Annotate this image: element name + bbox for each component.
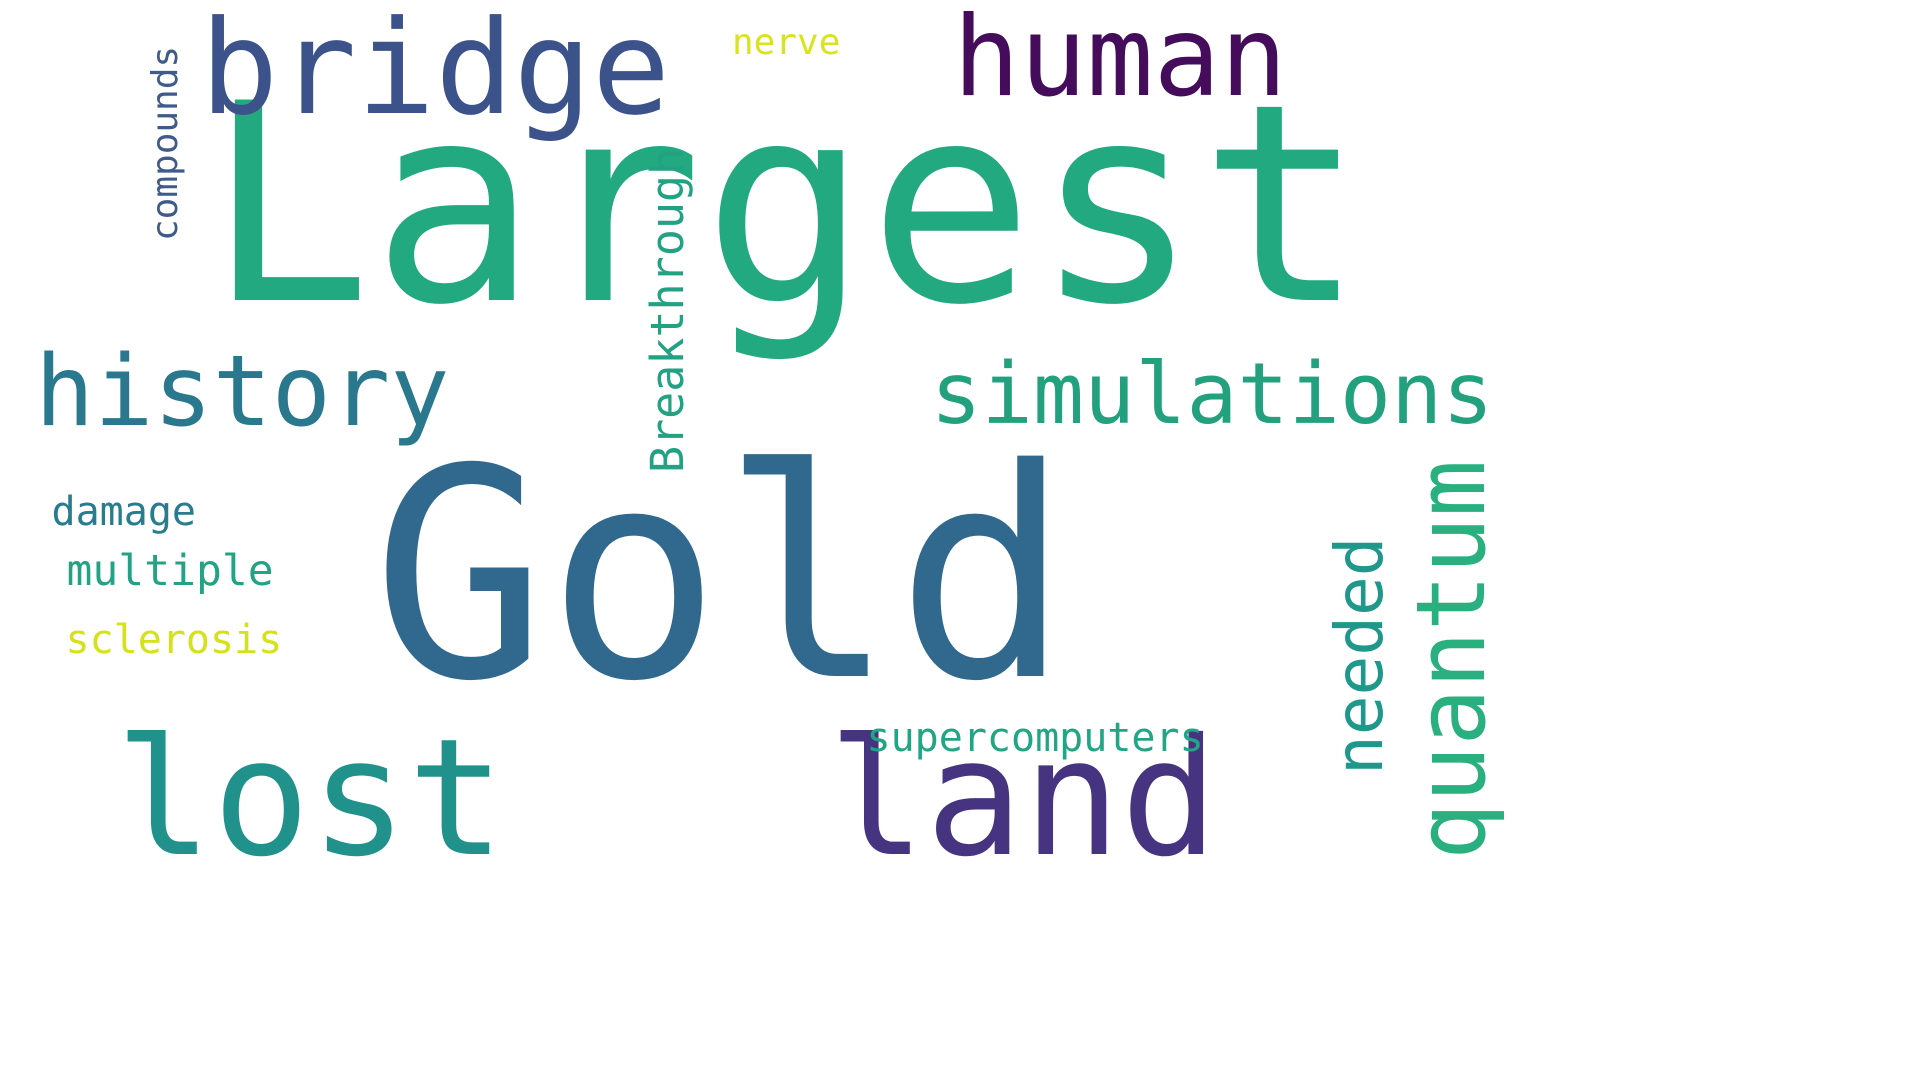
word-compounds: compounds — [145, 45, 186, 241]
word-history: history — [35, 335, 450, 449]
word-quantum: quantum — [1397, 459, 1507, 860]
word-breakthrough: Breakthrough — [640, 147, 694, 473]
word-damage: damage — [51, 489, 197, 535]
word-supercomputers: supercomputers — [866, 715, 1204, 761]
word-nerve: nerve — [732, 22, 841, 63]
word-needed: needed — [1321, 536, 1398, 775]
word-multiple: multiple — [66, 546, 274, 596]
word-lost: lost — [115, 705, 506, 893]
word-human: human — [953, 0, 1288, 122]
word-largest: Largest — [206, 45, 1365, 365]
word-simulations: simulations — [930, 345, 1494, 444]
word-gold: Gold — [372, 408, 1071, 745]
word-sclerosis: sclerosis — [65, 617, 283, 663]
word-bridge: bridge — [200, 0, 671, 144]
word-land: land — [828, 705, 1219, 893]
